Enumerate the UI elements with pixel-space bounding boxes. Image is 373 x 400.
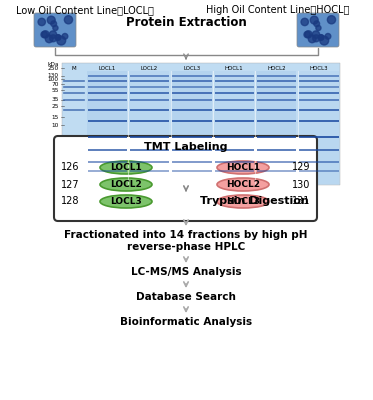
Text: LOCL1: LOCL1 [110, 163, 142, 172]
Circle shape [47, 16, 55, 24]
Circle shape [325, 34, 331, 39]
FancyBboxPatch shape [34, 13, 76, 47]
Ellipse shape [217, 161, 269, 174]
Text: High Oil Content Line（HOCL）: High Oil Content Line（HOCL） [206, 5, 350, 15]
Circle shape [50, 35, 57, 42]
Text: kDa: kDa [47, 62, 59, 67]
Circle shape [42, 31, 49, 38]
FancyBboxPatch shape [54, 136, 317, 221]
Text: 100: 100 [48, 77, 59, 82]
Circle shape [55, 35, 61, 40]
Text: LOCL2: LOCL2 [110, 180, 142, 189]
Text: Trypsin Digestion: Trypsin Digestion [200, 196, 309, 206]
Text: Protein Extraction: Protein Extraction [126, 16, 247, 28]
Circle shape [304, 31, 310, 38]
Text: HOCL1: HOCL1 [225, 66, 244, 71]
Ellipse shape [217, 195, 269, 208]
Ellipse shape [217, 178, 269, 191]
Ellipse shape [100, 195, 152, 208]
Ellipse shape [100, 161, 152, 174]
Text: 130: 130 [48, 73, 59, 78]
Text: Database Search: Database Search [136, 292, 236, 302]
Text: HOCL2: HOCL2 [226, 180, 260, 189]
Text: TMT Labeling: TMT Labeling [144, 142, 227, 152]
Text: 130: 130 [292, 180, 310, 190]
Text: Bioinformatic Analysis: Bioinformatic Analysis [120, 317, 252, 327]
Circle shape [327, 16, 336, 24]
FancyBboxPatch shape [298, 71, 339, 184]
Text: 15: 15 [51, 115, 59, 120]
FancyBboxPatch shape [62, 63, 340, 185]
Circle shape [301, 18, 308, 26]
Text: Fractionated into 14 fractions by high pH
reverse-phase HPLC: Fractionated into 14 fractions by high p… [64, 230, 308, 252]
Text: 131: 131 [292, 196, 310, 206]
Circle shape [314, 21, 320, 27]
Circle shape [313, 35, 320, 42]
Circle shape [312, 31, 320, 38]
Text: Low Oil Content Line（LOCL）: Low Oil Content Line（LOCL） [16, 5, 154, 15]
Text: LC-MS/MS Analysis: LC-MS/MS Analysis [131, 267, 241, 277]
Circle shape [310, 16, 318, 24]
FancyBboxPatch shape [213, 71, 254, 184]
Circle shape [316, 25, 321, 30]
Text: 250: 250 [48, 66, 59, 71]
Text: 127: 127 [61, 180, 79, 190]
Circle shape [320, 36, 329, 45]
Text: HOCL1: HOCL1 [226, 163, 260, 172]
Circle shape [53, 25, 58, 30]
Text: LOCL1: LOCL1 [98, 66, 116, 71]
Circle shape [65, 16, 73, 24]
Circle shape [38, 18, 46, 26]
Circle shape [45, 35, 53, 43]
Circle shape [51, 21, 57, 27]
Circle shape [319, 35, 324, 40]
Ellipse shape [100, 178, 152, 191]
Circle shape [41, 31, 47, 38]
FancyBboxPatch shape [87, 71, 127, 184]
Text: LOCL3: LOCL3 [183, 66, 200, 71]
FancyBboxPatch shape [297, 13, 339, 47]
Text: 70: 70 [51, 82, 59, 87]
Text: HOCL2: HOCL2 [267, 66, 286, 71]
Text: 129: 129 [292, 162, 310, 172]
Text: 55: 55 [51, 88, 59, 92]
Text: 128: 128 [61, 196, 79, 206]
Text: 10: 10 [51, 123, 59, 128]
Text: HOCL3: HOCL3 [226, 197, 260, 206]
Circle shape [62, 34, 68, 39]
Text: LOCL2: LOCL2 [141, 66, 158, 71]
Text: LOCL3: LOCL3 [110, 197, 142, 206]
Circle shape [318, 35, 324, 40]
Circle shape [56, 35, 61, 40]
Text: 126: 126 [61, 162, 79, 172]
FancyBboxPatch shape [256, 71, 296, 184]
Text: HOCL3: HOCL3 [310, 66, 328, 71]
Text: M: M [72, 66, 76, 71]
Circle shape [305, 31, 312, 38]
Circle shape [57, 36, 66, 45]
Text: 25: 25 [51, 104, 59, 109]
Circle shape [49, 31, 57, 38]
Text: 35: 35 [51, 97, 59, 102]
FancyBboxPatch shape [129, 71, 169, 184]
FancyBboxPatch shape [171, 71, 211, 184]
Circle shape [308, 35, 316, 43]
